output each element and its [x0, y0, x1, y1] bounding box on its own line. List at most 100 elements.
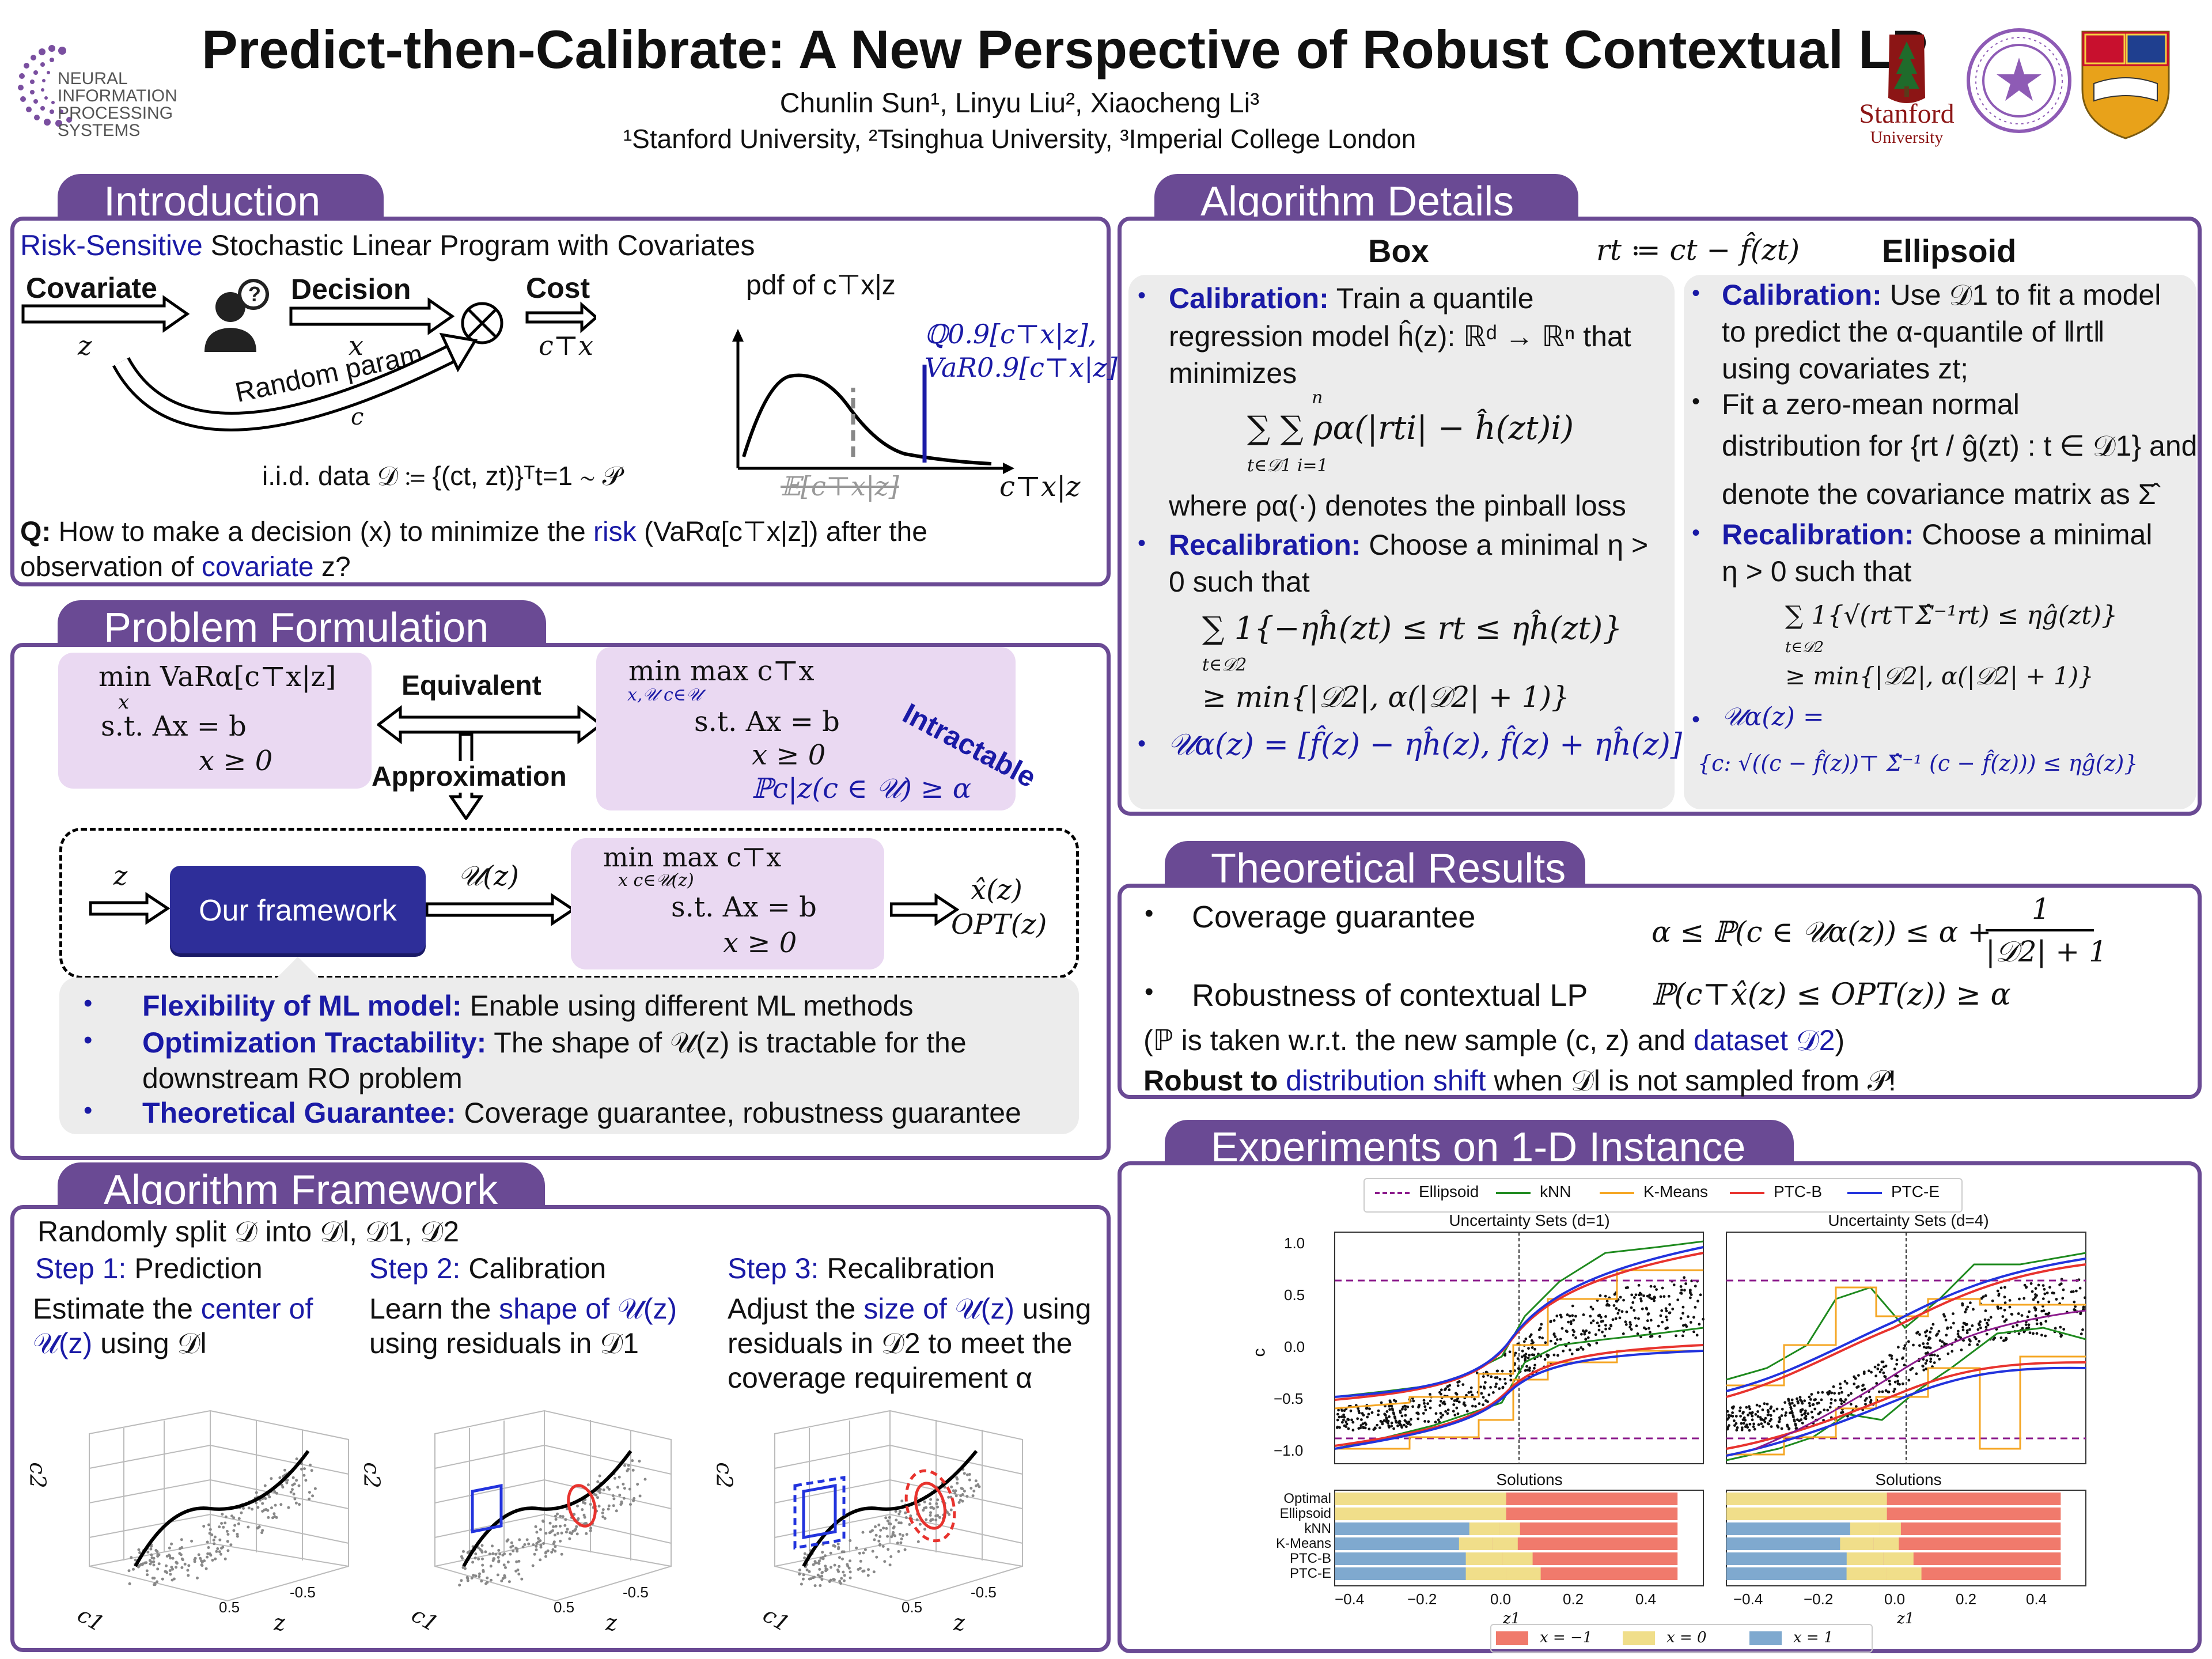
q-risk: risk [593, 517, 637, 547]
scatter-point [908, 1523, 911, 1526]
data-point [1584, 1338, 1588, 1341]
scatter-point [466, 1551, 469, 1554]
scatter-point [875, 1555, 878, 1559]
svg-text:?: ? [248, 282, 261, 306]
scatter-point [838, 1565, 841, 1568]
data-point [1972, 1308, 1975, 1311]
data-point [1631, 1301, 1635, 1304]
data-point [1843, 1400, 1846, 1404]
data-point [1351, 1421, 1355, 1424]
data-point [1554, 1342, 1557, 1345]
scatter-point [206, 1555, 209, 1559]
data-point [2022, 1330, 2026, 1334]
data-point [1379, 1419, 1382, 1423]
theory-f1-den: |𝒟2| + 1 [1986, 935, 2107, 968]
scatter-point [899, 1521, 903, 1525]
scatter-point [502, 1563, 506, 1567]
data-point [1938, 1358, 1941, 1361]
data-point [1504, 1382, 1507, 1385]
scatter-point [489, 1565, 493, 1568]
our-framework-button[interactable]: Our framework [170, 866, 426, 953]
data-point [1340, 1415, 1343, 1418]
data-point [1567, 1320, 1570, 1324]
data-point [1429, 1399, 1432, 1403]
data-point [2039, 1323, 2043, 1326]
plot3-z: z [953, 1610, 965, 1635]
data-point [1957, 1330, 1960, 1333]
data-point [1778, 1418, 1782, 1421]
scatter-point [879, 1528, 882, 1532]
data-point [1555, 1315, 1559, 1317]
scatter-point [855, 1546, 858, 1550]
uncertainty-plot-d4 [1726, 1232, 2086, 1464]
scatter-point [607, 1508, 610, 1511]
data-point [1649, 1335, 1652, 1338]
solution-bars-d4 [1726, 1493, 2061, 1580]
data-point [1770, 1425, 1773, 1428]
data-point [1387, 1419, 1390, 1423]
data-point [1340, 1421, 1344, 1424]
data-point [1552, 1333, 1556, 1336]
scatter-point [175, 1566, 178, 1569]
box3-line-1: min max c⊤x [603, 842, 782, 873]
scatter-point [586, 1483, 590, 1487]
scatter-point [146, 1573, 149, 1577]
scatter-point [170, 1566, 173, 1569]
data-point [1702, 1317, 1705, 1321]
data-point [1996, 1305, 1999, 1308]
scatter-point [204, 1567, 208, 1570]
data-point [2005, 1318, 2008, 1321]
data-point [1494, 1385, 1497, 1388]
plot2-c2: c2 [359, 1462, 385, 1488]
data-point [1646, 1294, 1649, 1298]
scatter-point [493, 1557, 496, 1560]
data-point [1965, 1308, 1968, 1311]
data-point [1925, 1334, 1928, 1338]
box2-line-3: x ≥ 0 [752, 739, 826, 771]
xtick-2-d: 0.2 [1956, 1590, 1977, 1608]
scatter-point [883, 1560, 887, 1563]
ptcb-upper-d4 [1726, 1263, 2086, 1398]
intro-x: x [349, 330, 363, 361]
data-point [1524, 1337, 1528, 1340]
scatter-point [497, 1556, 500, 1559]
data-point [2047, 1300, 2051, 1304]
ell-recal-formula: ∑ 1{√(rt⊤Σ̂⁻¹rt) ≤ ηĝ(zt)} [1785, 601, 2118, 630]
data-point [1343, 1424, 1346, 1427]
data-point [1641, 1307, 1644, 1310]
scatter-point [209, 1552, 211, 1555]
data-point [1456, 1381, 1460, 1384]
scatter-point [615, 1509, 618, 1513]
step-3-num: Step 3: [728, 1252, 819, 1285]
data-point [1661, 1320, 1664, 1324]
scatter-point [582, 1513, 586, 1517]
data-point [1759, 1416, 1762, 1419]
scatter-point [221, 1513, 224, 1516]
data-point [1840, 1391, 1843, 1394]
data-point [1770, 1406, 1772, 1409]
data-point [2042, 1309, 2046, 1312]
box3-line-3: x ≥ 0 [723, 927, 797, 959]
data-point [1854, 1405, 1858, 1408]
scatter-point [821, 1557, 825, 1560]
sol-legend-zero: x = 0 [1623, 1628, 1707, 1646]
data-point [1662, 1295, 1666, 1298]
scatter-point [832, 1544, 836, 1547]
data-point [1816, 1391, 1820, 1394]
data-point [2059, 1282, 2063, 1286]
data-point [1896, 1382, 1900, 1385]
data-point [1440, 1416, 1443, 1419]
scatter-point [965, 1495, 969, 1498]
scatter-point [303, 1467, 306, 1471]
data-point [1727, 1416, 1730, 1419]
data-point [1645, 1308, 1649, 1310]
scatter-point [859, 1559, 862, 1563]
scatter-point [150, 1553, 153, 1556]
scatter-point [969, 1487, 973, 1490]
scatter-point [532, 1543, 535, 1547]
data-point [1344, 1420, 1348, 1423]
ptcb-lower-d4 [1726, 1361, 2086, 1450]
q-text-1: How to make a decision (x) to minimize t… [51, 517, 593, 547]
scatter-point [261, 1502, 264, 1505]
data-point [2025, 1286, 2028, 1289]
